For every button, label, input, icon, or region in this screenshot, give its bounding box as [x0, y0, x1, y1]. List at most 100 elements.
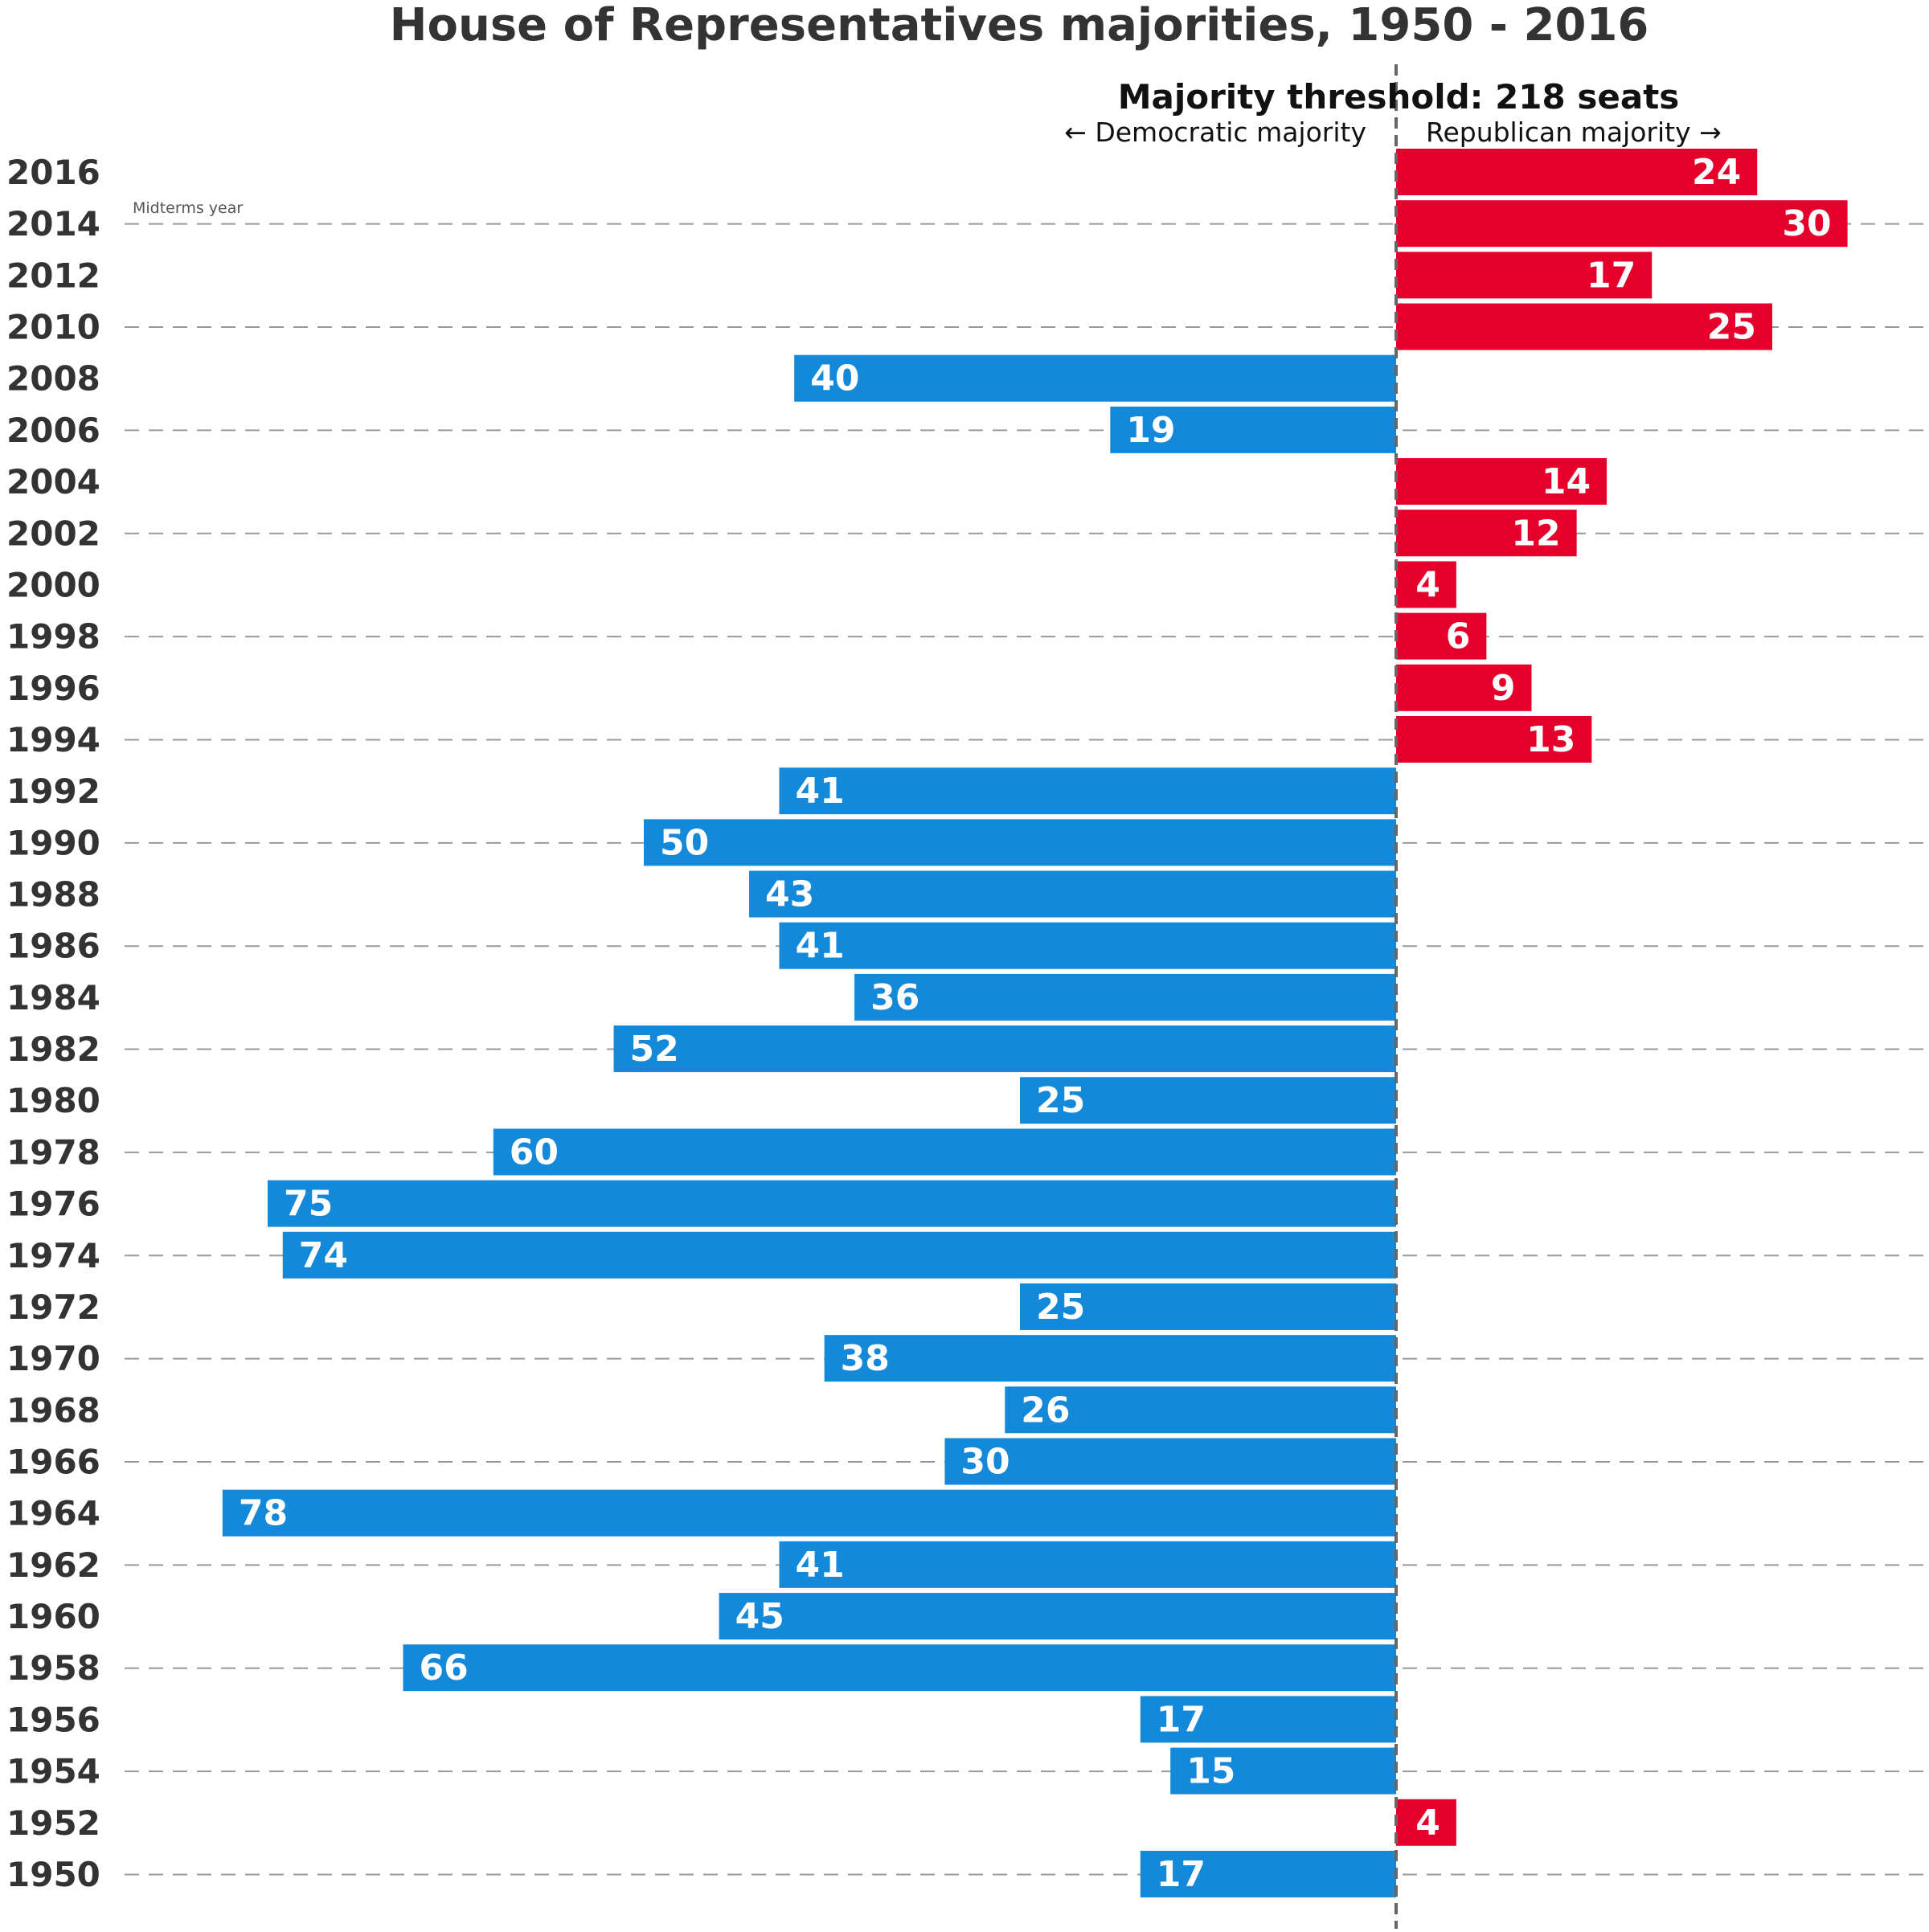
- year-label-1982: 1982: [6, 1029, 100, 1069]
- bar-2000: [1396, 561, 1456, 608]
- year-labels: 2016 2014 2012 2010 2008 2006 2004 2002 2000 1998…: [6, 153, 100, 1894]
- bar-2012: [1396, 252, 1653, 299]
- value-label-2006: 19: [1126, 410, 1175, 451]
- value-label-1984: 36: [870, 977, 919, 1018]
- year-label-1990: 1990: [6, 823, 100, 862]
- value-label-1950: 17: [1157, 1854, 1206, 1895]
- bar-1962: [779, 1541, 1396, 1588]
- value-label-1976: 75: [284, 1184, 333, 1225]
- year-label-1972: 1972: [6, 1287, 100, 1327]
- bar-1996: [1396, 664, 1532, 711]
- value-label-1994: 13: [1526, 719, 1575, 760]
- bar-1988: [749, 870, 1396, 918]
- year-label-1998: 1998: [6, 617, 100, 657]
- bar-1982: [613, 1025, 1396, 1073]
- value-label-2016: 24: [1692, 152, 1741, 193]
- year-label-2012: 2012: [6, 256, 100, 295]
- value-label-1958: 66: [419, 1648, 468, 1688]
- bar-1958: [403, 1644, 1397, 1692]
- year-label-2004: 2004: [6, 462, 100, 501]
- bar-1978: [493, 1128, 1396, 1176]
- value-label-2012: 17: [1587, 255, 1636, 296]
- threshold-label: Majority threshold: 218 seats: [1118, 77, 1680, 117]
- year-label-1976: 1976: [6, 1185, 100, 1224]
- year-label-1978: 1978: [6, 1132, 100, 1172]
- year-label-2014: 2014: [6, 204, 100, 244]
- bar-1976: [268, 1180, 1396, 1227]
- year-label-1992: 1992: [6, 772, 100, 811]
- value-label-1996: 9: [1491, 668, 1516, 709]
- value-label-1968: 26: [1021, 1390, 1070, 1431]
- value-label-1962: 41: [795, 1545, 844, 1586]
- bar-1980: [1020, 1077, 1396, 1124]
- bar-2008: [794, 354, 1396, 402]
- year-label-2006: 2006: [6, 411, 100, 450]
- value-label-2002: 12: [1511, 513, 1560, 554]
- chart-title: House of Representatives majorities, 195…: [390, 0, 1649, 51]
- value-label-2010: 25: [1707, 307, 1756, 348]
- year-label-1956: 1956: [6, 1700, 100, 1739]
- value-label-2000: 4: [1415, 564, 1440, 605]
- bar-2014: [1396, 200, 1848, 248]
- bar-1964: [222, 1489, 1397, 1537]
- value-label-1974: 74: [299, 1235, 348, 1276]
- value-label-1986: 41: [795, 926, 844, 967]
- bar-1972: [1020, 1283, 1396, 1330]
- value-label-1982: 52: [630, 1029, 679, 1070]
- bar-1954: [1170, 1747, 1396, 1795]
- bar-1984: [854, 973, 1396, 1021]
- bar-2006: [1110, 406, 1396, 453]
- value-label-1956: 17: [1157, 1699, 1206, 1740]
- bar-1992: [779, 767, 1396, 815]
- year-label-1986: 1986: [6, 927, 100, 966]
- value-label-1978: 60: [510, 1132, 559, 1173]
- year-label-2016: 2016: [6, 153, 100, 192]
- bar-2010: [1396, 303, 1772, 350]
- value-label-2008: 40: [810, 358, 859, 399]
- year-label-1958: 1958: [6, 1648, 100, 1688]
- year-label-1964: 1964: [6, 1494, 100, 1533]
- value-label-1972: 25: [1036, 1287, 1085, 1328]
- year-label-1994: 1994: [6, 720, 100, 759]
- value-label-1998: 6: [1446, 616, 1471, 657]
- bar-1970: [824, 1335, 1396, 1382]
- bar-2004: [1396, 458, 1608, 506]
- value-label-1964: 78: [239, 1493, 288, 1534]
- year-label-1984: 1984: [6, 978, 100, 1017]
- bar-2016: [1396, 149, 1758, 195]
- year-label-1962: 1962: [6, 1545, 100, 1585]
- value-label-1954: 15: [1186, 1751, 1235, 1792]
- democratic-majority-label: ← Democratic majority: [1064, 117, 1366, 148]
- year-label-1974: 1974: [6, 1236, 100, 1275]
- midterms-year-label: Midterms year: [133, 199, 243, 217]
- bar-1998: [1396, 612, 1487, 660]
- year-label-1970: 1970: [6, 1339, 100, 1378]
- value-label-1966: 30: [960, 1442, 1010, 1483]
- year-label-1980: 1980: [6, 1081, 100, 1120]
- bar-1956: [1140, 1696, 1396, 1743]
- year-label-2010: 2010: [6, 308, 100, 347]
- year-label-1960: 1960: [6, 1597, 100, 1636]
- bar-1974: [282, 1231, 1397, 1279]
- value-label-1988: 43: [765, 874, 814, 915]
- bar-1968: [1005, 1386, 1396, 1434]
- year-label-1968: 1968: [6, 1390, 100, 1430]
- year-label-2002: 2002: [6, 514, 100, 553]
- value-label-2014: 30: [1782, 203, 1831, 244]
- value-label-1992: 41: [795, 771, 844, 812]
- year-label-1988: 1988: [6, 875, 100, 915]
- value-label-1990: 50: [660, 822, 709, 863]
- year-label-1996: 1996: [6, 669, 100, 708]
- year-label-2000: 2000: [6, 565, 100, 604]
- bar-1950: [1140, 1850, 1396, 1897]
- value-label-1980: 25: [1036, 1080, 1085, 1121]
- bar-1986: [779, 922, 1396, 969]
- value-label-1970: 38: [841, 1338, 890, 1379]
- bar-1994: [1396, 715, 1592, 763]
- bar-1960: [719, 1593, 1396, 1640]
- value-label-2004: 14: [1542, 461, 1591, 502]
- year-label-1950: 1950: [6, 1855, 100, 1894]
- year-label-1952: 1952: [6, 1803, 100, 1843]
